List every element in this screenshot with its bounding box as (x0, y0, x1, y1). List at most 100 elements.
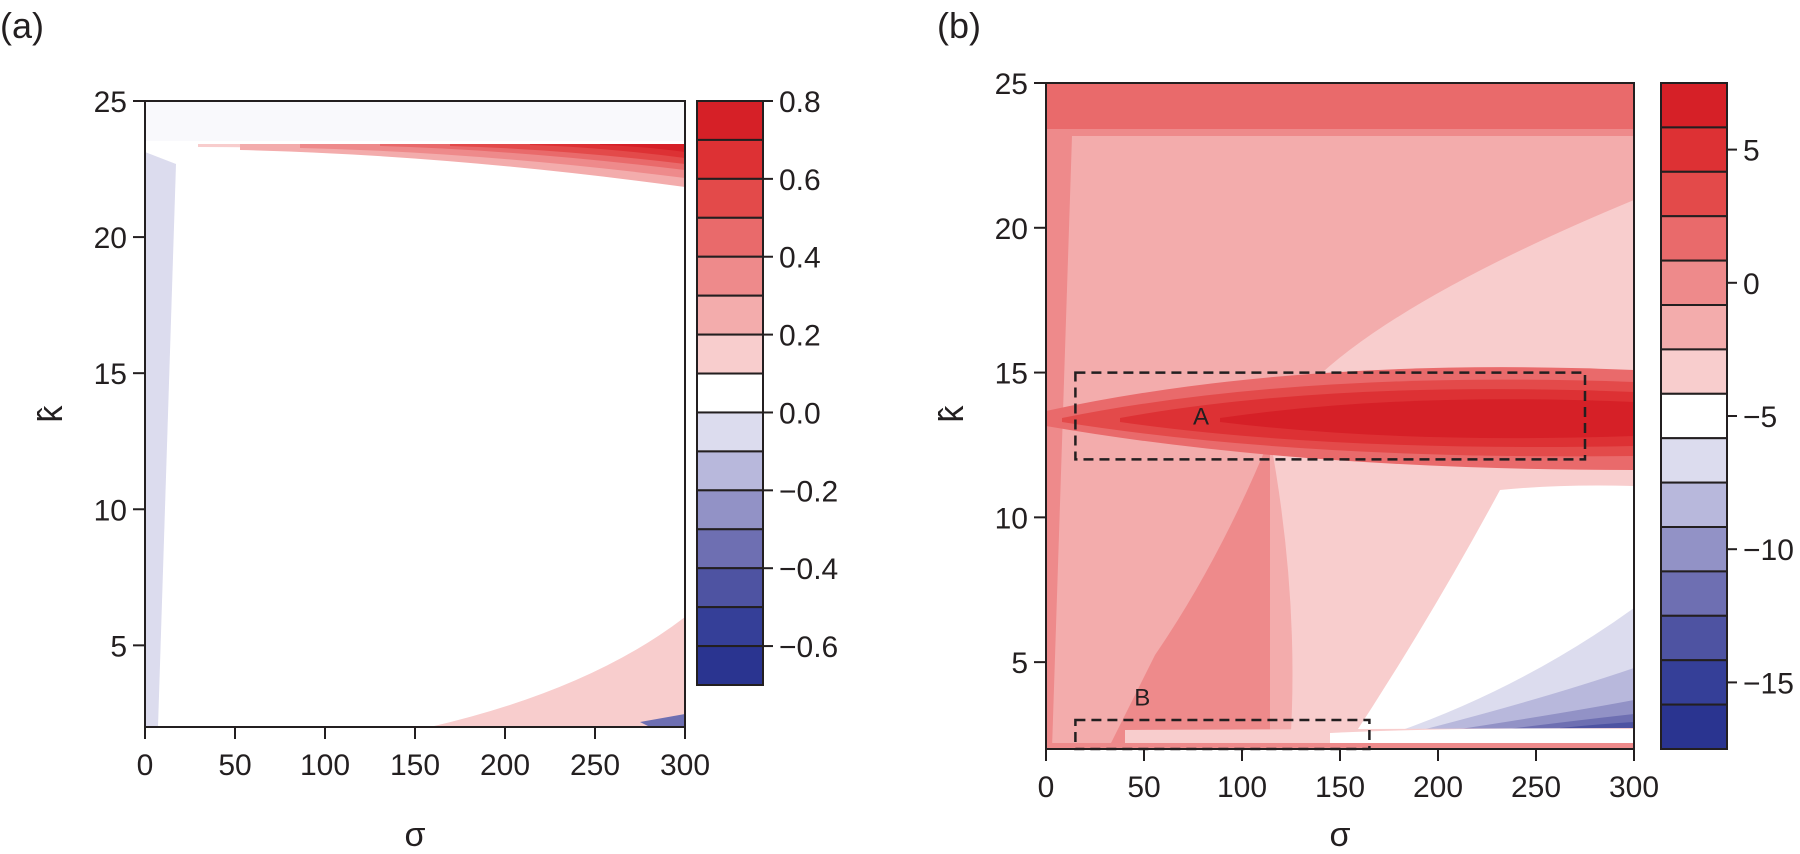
panel-b-y-tick-label: 20 (995, 213, 1028, 246)
region-a-box (1074, 371, 1587, 461)
panel-b-y-tick-label: 10 (995, 502, 1028, 535)
panel-a-x-label: σ (405, 816, 426, 854)
panel-b-y-tick-label: 5 (1011, 647, 1028, 680)
panel-b-x-tick-label: 300 (1609, 771, 1659, 804)
panel-b-bottom-edge (1046, 743, 1634, 749)
panel-b-colorbar-swatch (1660, 614, 1728, 662)
panel-a-colorbar: 0.8 0.6 0.4 0.2 0.0 −0.2 −0.4 −0.6 (696, 86, 838, 686)
panel-a-x-tick-label: 150 (390, 749, 440, 782)
panel-a-colorbar-frame (696, 100, 764, 686)
panel-b-left-wedge (1108, 438, 1270, 749)
panel-b-x-tick-label: 100 (1217, 771, 1267, 804)
panel-a-y-tick-label: 10 (94, 494, 127, 527)
panel-a-x-tick-label: 0 (137, 749, 154, 782)
panel-b-ridge-7.5 (1220, 399, 1634, 439)
region-box-a: A (1074, 371, 1587, 461)
panel-b-colorbar-swatch (1660, 259, 1728, 307)
panel-a-y-tick-label: 5 (110, 630, 127, 663)
panel-a-colorbar-tick-label: −0.6 (779, 631, 838, 664)
panel-a-background (145, 101, 685, 727)
panel-a-colorbar-tick-label: 0.8 (779, 86, 821, 119)
panel-a-label: (a) (0, 5, 44, 46)
panel-a-top-band-0.7 (600, 144, 685, 152)
panel-b-heatmap (1046, 83, 1634, 749)
panel-a-colorbar-swatch (696, 606, 764, 648)
panel-a-colorbar-swatch (696, 528, 764, 570)
panel-b-y-tick-label: 15 (995, 358, 1028, 391)
panel-a-y-label: k̂ (32, 405, 70, 423)
panel-a-colorbar-swatch (696, 138, 764, 180)
panel-a-x-tick-label: 50 (218, 749, 251, 782)
panel-a: (a) 0 50 100 150 200 250 300 5 10 15 20 25 σ k̂ 0.… (0, 5, 838, 854)
panel-b-x-axis: 0 50 100 150 200 250 300 (1038, 749, 1659, 804)
panel-a-colorbar-tick-label: 0.0 (779, 397, 821, 430)
panel-a-x-tick-label: 300 (660, 749, 710, 782)
panel-a-colorbar-swatch (696, 411, 764, 453)
panel-b-x-tick-label: 0 (1038, 771, 1055, 804)
panel-b-colorbar-swatch (1660, 659, 1728, 706)
panel-b-top-band (1046, 83, 1634, 129)
panel-a-colorbar-tick-label: 0.4 (779, 242, 821, 275)
panel-a-colorbar-swatch (696, 255, 764, 297)
panel-b-x-tick-label: 200 (1413, 771, 1463, 804)
panel-a-colorbar-swatch (696, 216, 764, 258)
panel-a-colorbar-swatch (696, 450, 764, 492)
panel-b-colorbar-swatch (1660, 170, 1728, 218)
panel-a-heatmap (145, 101, 685, 727)
panel-b-colorbar-tick-label: 5 (1743, 135, 1760, 168)
panel-b-x-tick-label: 250 (1511, 771, 1561, 804)
panel-b-colorbar-swatch (1660, 703, 1728, 750)
panel-b-colorbar-swatch (1660, 82, 1728, 129)
panel-b-colorbar-swatch (1660, 437, 1728, 484)
panel-a-colorbar-swatch (696, 489, 764, 531)
panel-a-colorbar-tick-label: −0.4 (779, 553, 838, 586)
panel-b-y-label: k̂ (933, 405, 971, 423)
panel-b-colorbar-swatch (1660, 215, 1728, 262)
panel-b-colorbar-swatch (1660, 570, 1728, 617)
panel-b-x-tick-label: 150 (1315, 771, 1365, 804)
panel-a-y-axis: 5 10 15 20 25 (94, 86, 145, 663)
panel-b-y-axis: 5 10 15 20 25 (995, 68, 1046, 680)
panel-a-top-strip (145, 101, 685, 141)
panel-b-colorbar-tick-label: 0 (1743, 268, 1760, 301)
panel-a-colorbar-swatch (696, 645, 764, 686)
panel-a-left-strip (145, 152, 176, 727)
panel-b-colorbar-swatch (1660, 304, 1728, 351)
panel-b-label: (b) (937, 5, 981, 46)
panel-a-colorbar-swatch (696, 372, 764, 414)
panel-a-x-tick-label: 250 (570, 749, 620, 782)
panel-a-y-tick-label: 25 (94, 86, 127, 119)
region-box-b: B (1074, 685, 1371, 751)
panel-a-colorbar-swatch (696, 177, 764, 219)
panel-b-colorbar-tick-label: −5 (1743, 401, 1777, 434)
panel-a-colorbar-tick-label: −0.2 (779, 475, 838, 508)
panel-b-bottom-white-strip (1330, 728, 1634, 745)
panel-b-colorbar-tick-label: −10 (1743, 534, 1794, 567)
panel-b-colorbar-swatch (1660, 526, 1728, 573)
panel-a-y-tick-label: 15 (94, 358, 127, 391)
panel-b-colorbar-tick-label: −15 (1743, 667, 1794, 700)
panel-a-y-tick-label: 20 (94, 222, 127, 255)
panel-b-colorbar-swatch (1660, 126, 1728, 173)
region-a-label: A (1193, 404, 1209, 431)
panel-b: (b) A B (933, 5, 1794, 854)
panel-b-colorbar-swatch (1660, 481, 1728, 529)
panel-a-colorbar-swatch (696, 294, 764, 336)
panel-a-colorbar-tick-label: 0.2 (779, 320, 821, 353)
panel-a-x-tick-label: 200 (480, 749, 530, 782)
panel-a-x-axis: 0 50 100 150 200 250 300 (137, 727, 710, 782)
panel-b-colorbar: 5 0 −5 −10 −15 (1660, 82, 1794, 750)
panel-a-bottom-right (430, 617, 685, 727)
region-b-box (1074, 718, 1371, 751)
panel-b-colorbar-swatch (1660, 348, 1728, 395)
panel-b-colorbar-swatch (1660, 392, 1728, 440)
panel-b-x-tick-label: 50 (1127, 771, 1160, 804)
panel-a-colorbar-swatch (696, 333, 764, 375)
panel-a-colorbar-swatch (696, 100, 764, 141)
panel-a-bottom-corner (640, 714, 685, 727)
panel-a-colorbar-tick-label: 0.6 (779, 164, 821, 197)
panel-a-x-tick-label: 100 (300, 749, 350, 782)
panel-a-colorbar-swatch (696, 567, 764, 609)
panel-b-y-tick-label: 25 (995, 68, 1028, 101)
